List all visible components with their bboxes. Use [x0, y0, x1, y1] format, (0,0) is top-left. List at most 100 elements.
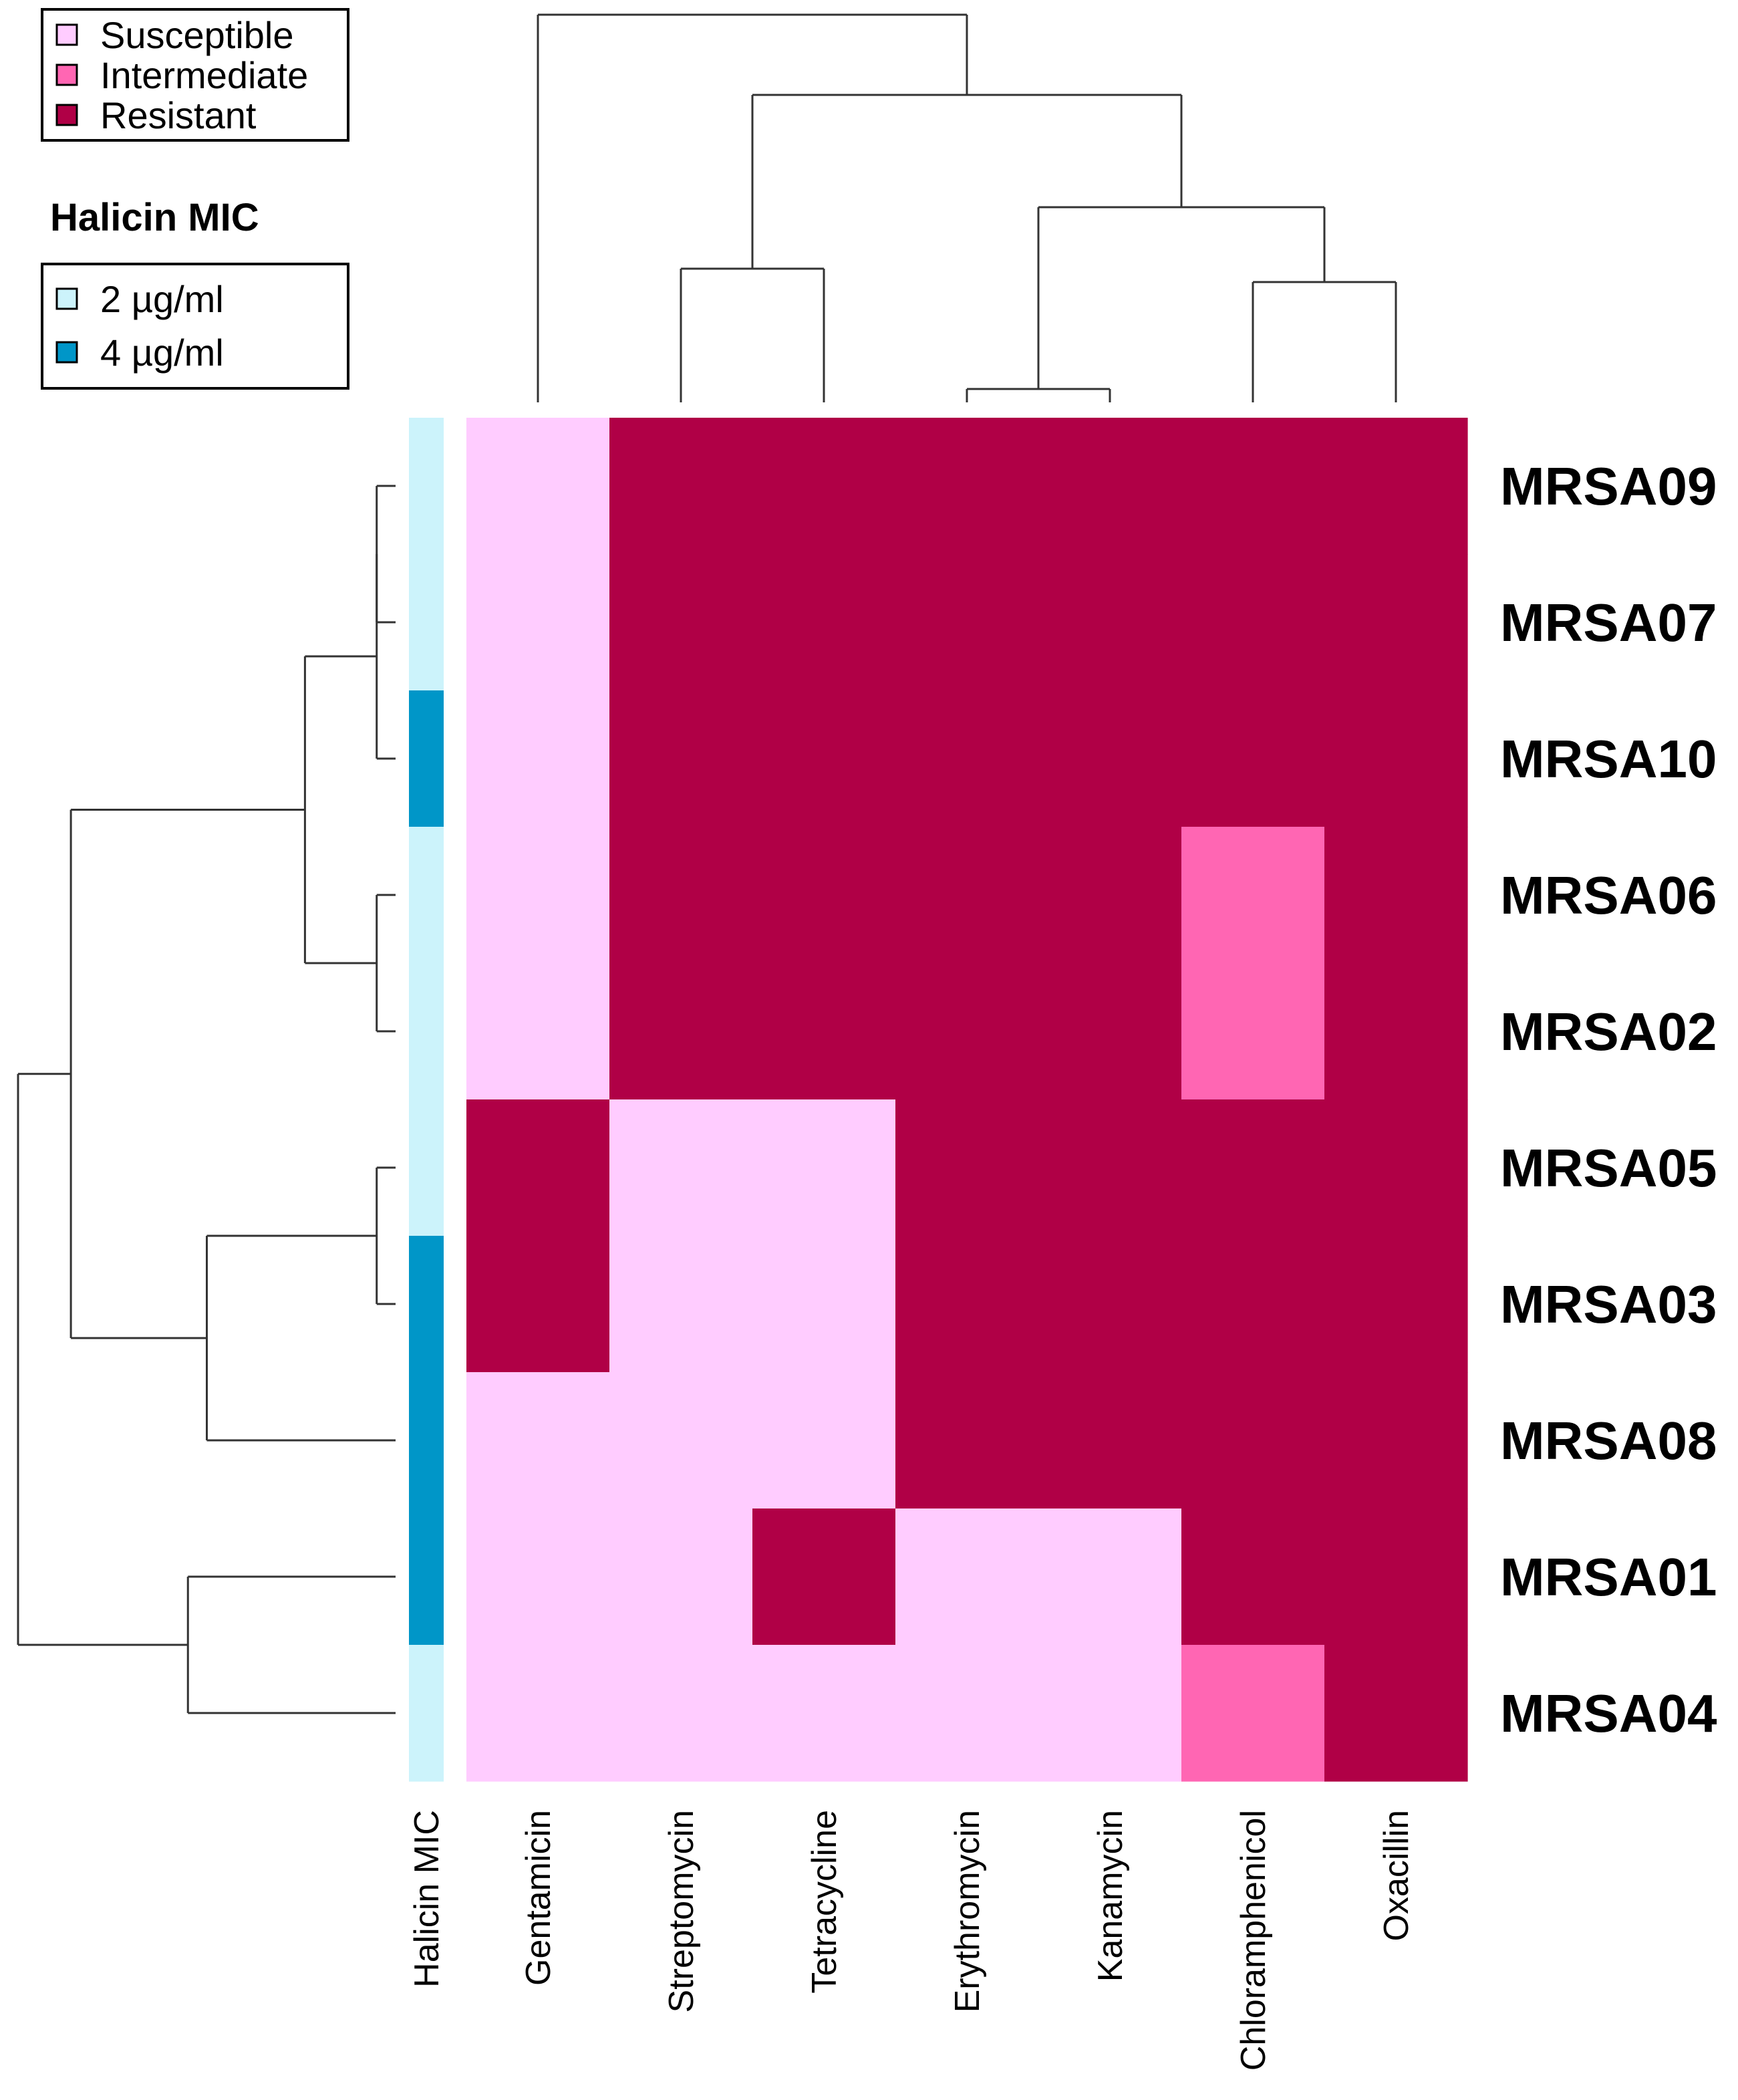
cell-mrsa03-chloramphenicol	[1181, 1236, 1325, 1373]
cell-mrsa09-kanamycin	[1038, 418, 1182, 555]
cell-mrsa01-gentamicin	[466, 1508, 610, 1646]
cell-mrsa05-tetracycline	[752, 1099, 896, 1236]
cell-mrsa10-streptomycin	[609, 690, 753, 827]
mic-legend-label-4-g-ml: 4 µg/ml	[100, 332, 224, 374]
cell-mrsa06-gentamicin	[466, 827, 610, 964]
cell-mrsa01-erythromycin	[895, 1508, 1039, 1646]
cell-mrsa10-chloramphenicol	[1181, 690, 1325, 827]
cell-mrsa06-tetracycline	[752, 827, 896, 964]
legend-label-resistant: Resistant	[100, 94, 257, 136]
cell-mrsa09-streptomycin	[609, 418, 753, 555]
cell-mrsa10-erythromycin	[895, 690, 1039, 827]
halicin-mic-strip	[409, 418, 444, 1782]
cell-mrsa02-gentamicin	[466, 963, 610, 1100]
cell-mrsa03-erythromycin	[895, 1236, 1039, 1373]
cell-mrsa05-gentamicin	[466, 1099, 610, 1236]
cell-mrsa10-gentamicin	[466, 690, 610, 827]
cell-mrsa04-chloramphenicol	[1181, 1645, 1325, 1782]
cell-mrsa04-streptomycin	[609, 1645, 753, 1782]
mic-cell-mrsa01	[409, 1508, 444, 1646]
cell-mrsa08-gentamicin	[466, 1372, 610, 1509]
halicin-mic-legend: Halicin MIC 2 µg/ml 4 µg/ml	[41, 196, 349, 390]
column-labels: Halicin MIC Gentamicin Streptomycin Tetracy…	[408, 1810, 1416, 2071]
row-label-mrsa08: MRSA08	[1500, 1411, 1717, 1470]
cell-mrsa10-tetracycline	[752, 690, 896, 827]
cell-mrsa07-oxacillin	[1324, 554, 1468, 691]
cell-mrsa07-erythromycin	[895, 554, 1039, 691]
legend-swatch-resistant	[55, 104, 78, 126]
cell-mrsa08-oxacillin	[1324, 1372, 1468, 1509]
cell-mrsa02-kanamycin	[1038, 963, 1182, 1100]
cell-mrsa06-kanamycin	[1038, 827, 1182, 964]
row-label-mrsa01: MRSA01	[1500, 1547, 1717, 1607]
cell-mrsa06-streptomycin	[609, 827, 753, 964]
cell-mrsa07-chloramphenicol	[1181, 554, 1325, 691]
cell-mrsa01-tetracycline	[752, 1508, 896, 1646]
mic-legend-title: Halicin MIC	[50, 196, 259, 239]
cell-mrsa08-erythromycin	[895, 1372, 1039, 1509]
column-label-chloramphenicol: Chloramphenicol	[1234, 1810, 1273, 2071]
cell-mrsa04-oxacillin	[1324, 1645, 1468, 1782]
cell-mrsa07-tetracycline	[752, 554, 896, 691]
row-labels: MRSA09 MRSA07 MRSA10 MRSA06 MRSA02 MRSA05 MRSA…	[1500, 456, 1717, 1743]
cell-mrsa09-tetracycline	[752, 418, 896, 555]
mic-cell-mrsa06	[409, 827, 444, 964]
mic-cell-mrsa08	[409, 1372, 444, 1509]
cell-mrsa04-gentamicin	[466, 1645, 610, 1782]
cell-mrsa07-gentamicin	[466, 554, 610, 691]
row-label-mrsa02: MRSA02	[1500, 1002, 1717, 1061]
legend-label-susceptible: Susceptible	[100, 14, 294, 56]
cell-mrsa03-oxacillin	[1324, 1236, 1468, 1373]
cell-mrsa09-gentamicin	[466, 418, 610, 555]
cell-mrsa07-streptomycin	[609, 554, 753, 691]
cell-mrsa03-kanamycin	[1038, 1236, 1182, 1373]
cell-mrsa05-kanamycin	[1038, 1099, 1182, 1236]
cell-mrsa02-streptomycin	[609, 963, 753, 1100]
cell-mrsa10-kanamycin	[1038, 690, 1182, 827]
cell-mrsa06-oxacillin	[1324, 827, 1468, 964]
cell-mrsa06-erythromycin	[895, 827, 1039, 964]
row-label-mrsa10: MRSA10	[1500, 729, 1717, 789]
cell-mrsa03-gentamicin	[466, 1236, 610, 1373]
row-dendrogram	[17, 485, 396, 1714]
cell-mrsa01-streptomycin	[609, 1508, 753, 1646]
cell-mrsa02-tetracycline	[752, 963, 896, 1100]
row-label-mrsa03: MRSA03	[1500, 1275, 1717, 1334]
mic-legend-swatch-2-g-ml	[55, 287, 78, 310]
mic-legend-label-2-g-ml: 2 µg/ml	[100, 278, 224, 320]
cell-mrsa05-streptomycin	[609, 1099, 753, 1236]
cell-mrsa09-oxacillin	[1324, 418, 1468, 555]
column-dendrogram	[537, 13, 1397, 402]
cell-mrsa08-chloramphenicol	[1181, 1372, 1325, 1509]
column-label-streptomycin: Streptomycin	[662, 1810, 701, 2012]
cell-mrsa05-oxacillin	[1324, 1099, 1468, 1236]
cell-mrsa03-streptomycin	[609, 1236, 753, 1373]
mic-legend-box	[41, 263, 349, 390]
cell-mrsa01-kanamycin	[1038, 1508, 1182, 1646]
row-label-mrsa07: MRSA07	[1500, 593, 1717, 652]
mic-cell-mrsa10	[409, 690, 444, 827]
mic-legend-swatch-4-g-ml	[55, 341, 78, 364]
cell-mrsa02-erythromycin	[895, 963, 1039, 1100]
cell-mrsa02-chloramphenicol	[1181, 963, 1325, 1100]
cell-mrsa02-oxacillin	[1324, 963, 1468, 1100]
cell-mrsa04-erythromycin	[895, 1645, 1039, 1782]
legend-swatch-intermediate	[55, 63, 78, 86]
cell-mrsa08-tetracycline	[752, 1372, 896, 1509]
cell-mrsa04-tetracycline	[752, 1645, 896, 1782]
column-label-erythromycin: Erythromycin	[948, 1810, 987, 2012]
mic-cell-mrsa09	[409, 418, 444, 555]
cell-mrsa10-oxacillin	[1324, 690, 1468, 827]
row-label-mrsa04: MRSA04	[1500, 1684, 1717, 1743]
mic-cell-mrsa07	[409, 554, 444, 691]
legend-label-intermediate: Intermediate	[100, 54, 308, 96]
column-label-gentamicin: Gentamicin	[519, 1810, 558, 1986]
susceptibility-legend-box	[41, 8, 349, 142]
column-label-oxacillin: Oxacillin	[1377, 1810, 1416, 1942]
cell-mrsa08-streptomycin	[609, 1372, 753, 1509]
row-label-mrsa09: MRSA09	[1500, 456, 1717, 516]
legend-swatch-susceptible	[55, 23, 78, 46]
